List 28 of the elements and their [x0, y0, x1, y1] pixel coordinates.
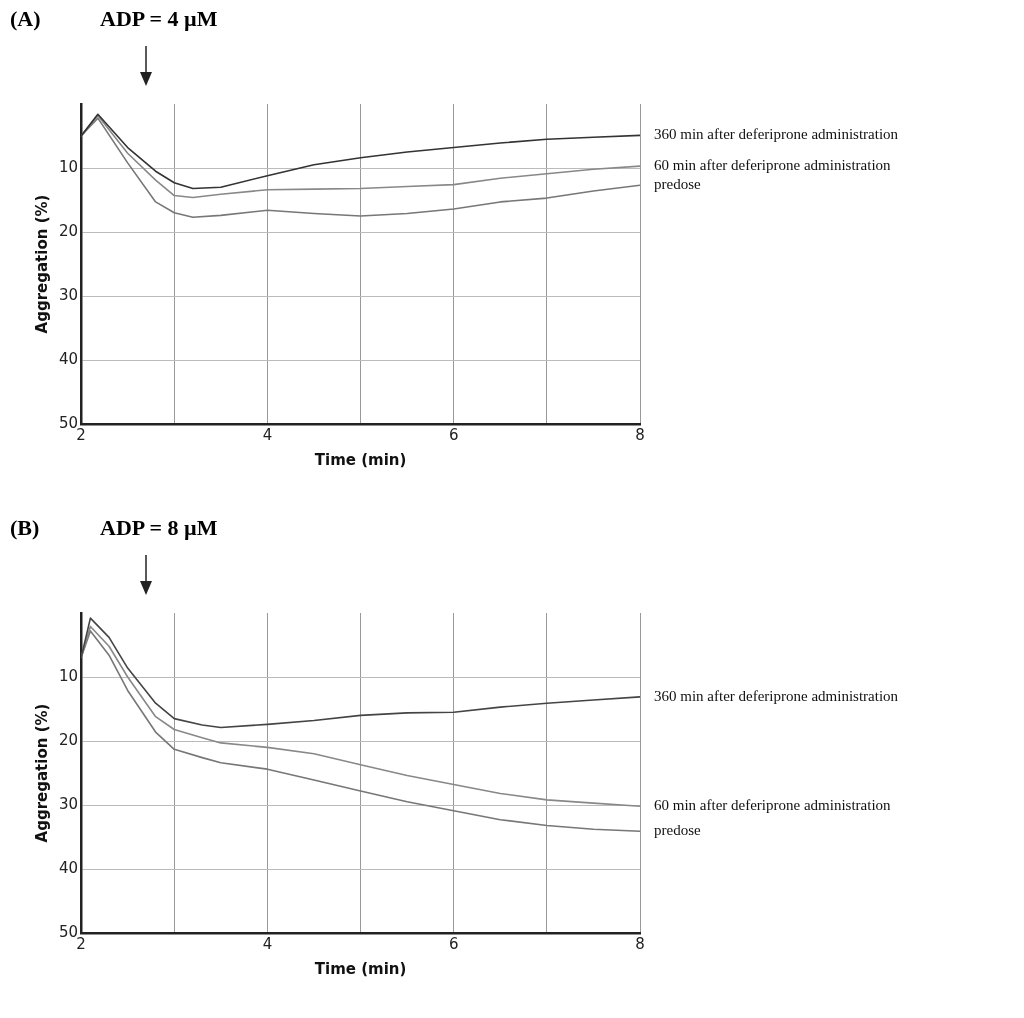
series-label: predose	[654, 822, 701, 839]
chart-title: (A)	[10, 6, 41, 32]
chart-title: (B)	[10, 515, 40, 541]
x-tick-label: 6	[448, 425, 459, 444]
y-tick-label: 30	[58, 285, 79, 304]
y-tick-label: 10	[58, 157, 79, 176]
y-tick-label: 20	[58, 221, 79, 240]
y-tick-label: 40	[58, 349, 79, 368]
chart-subtitle: ADP = 8 µM	[100, 515, 218, 541]
series-label: 60 min after deferiprone administration	[654, 797, 892, 814]
y-tick-label: 10	[58, 666, 79, 685]
chart-subtitle: ADP = 4 µM	[100, 6, 218, 32]
series-label: 360 min after deferiprone administration	[654, 126, 899, 143]
y-axis-title: Aggregation (%)	[32, 194, 51, 334]
series-label: predose	[654, 176, 701, 193]
x-tick-label: 8	[635, 425, 645, 444]
y-tick-label: 20	[58, 730, 79, 749]
x-tick-label: 4	[262, 425, 273, 444]
x-tick-label: 6	[448, 934, 459, 953]
series-label: 360 min after deferiprone administration	[654, 687, 899, 704]
y-axis-title: Aggregation (%)	[32, 703, 51, 843]
series-label: 60 min after deferiprone administration	[654, 157, 892, 174]
x-axis-title: Time (min)	[314, 450, 407, 469]
x-axis-title: Time (min)	[314, 959, 407, 978]
x-tick-label: 8	[635, 934, 645, 953]
y-tick-label: 40	[58, 858, 79, 877]
x-tick-label: 4	[262, 934, 273, 953]
y-tick-label: 30	[58, 794, 79, 813]
